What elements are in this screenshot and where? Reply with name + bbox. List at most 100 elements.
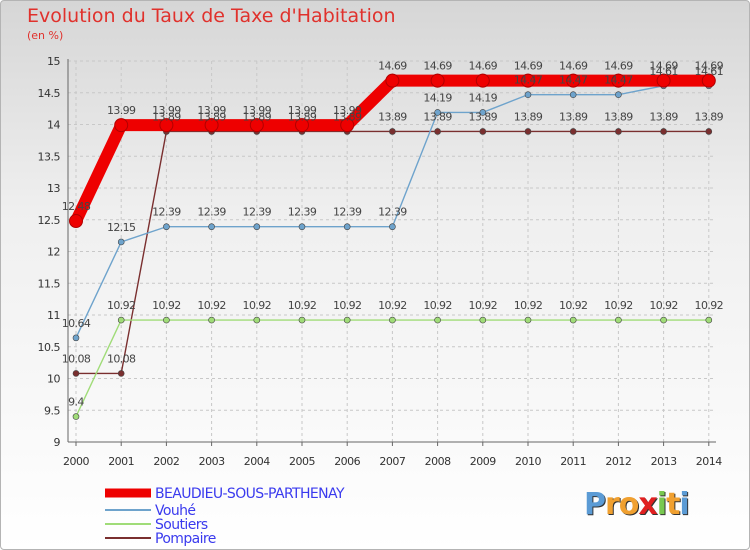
y-tick-label: 12 [47, 246, 60, 259]
data-label: 13.89 [423, 110, 452, 123]
data-label: 12.39 [333, 206, 362, 219]
y-tick-label: 14 [47, 119, 60, 132]
data-label: 13.89 [288, 110, 317, 123]
data-point [208, 223, 215, 231]
data-label: 14.69 [423, 60, 452, 73]
data-point [701, 73, 716, 88]
x-tick-label: 2014 [696, 455, 722, 468]
data-point [163, 223, 170, 231]
data-point [479, 128, 487, 135]
data-label: 13.99 [107, 104, 136, 117]
data-label: 14.61 [649, 65, 678, 78]
data-label: 12.48 [62, 200, 91, 213]
data-label: 14.69 [378, 60, 407, 73]
y-tick-label: 13 [47, 182, 60, 195]
data-label: 10.92 [333, 299, 362, 312]
data-label: 13.89 [333, 110, 362, 123]
y-tick-label: 15 [47, 55, 60, 68]
data-label: 14.69 [514, 60, 543, 73]
data-point [340, 118, 355, 133]
x-tick-label: 2013 [651, 455, 677, 468]
data-point [117, 370, 125, 377]
data-label: 14.61 [695, 65, 724, 78]
x-tick-label: 2001 [108, 455, 134, 468]
data-label: 12.39 [243, 206, 272, 219]
data-point [611, 73, 626, 88]
data-point [479, 316, 487, 324]
data-point [204, 118, 219, 133]
data-point [521, 73, 535, 88]
legend-label: Vouhé [155, 503, 195, 519]
data-label: 14.19 [423, 91, 452, 104]
data-label: 10.92 [649, 299, 678, 312]
data-label: 14.69 [649, 60, 678, 73]
data-point [208, 316, 215, 324]
chart-title: Evolution du Taux de Taxe d'Habitation [27, 5, 396, 27]
x-tick-label: 2011 [560, 455, 586, 468]
data-label: 10.92 [107, 299, 136, 312]
y-tick-label: 11 [47, 309, 60, 322]
data-point [475, 73, 490, 88]
data-point [569, 91, 577, 98]
data-point [343, 223, 351, 231]
y-tick-label: 9 [54, 436, 61, 449]
data-point [72, 413, 80, 420]
logo-letter: i [656, 487, 667, 522]
data-point [434, 109, 441, 116]
logo-letter: t [666, 487, 680, 522]
data-point [114, 118, 129, 133]
x-tick-label: 2012 [605, 455, 631, 468]
series-lines [69, 73, 716, 420]
x-tick-label: 2002 [153, 455, 179, 468]
data-label: 10.92 [559, 299, 588, 312]
x-tick-label: 2005 [289, 455, 315, 468]
x-tick-labels: 2000 2001 2002 2003 2004 2005 2006 2007 2008 2009… [63, 455, 723, 468]
data-point [569, 316, 577, 324]
proxiti-logo: Proxiti [584, 487, 690, 522]
x-tick-label: 2008 [425, 455, 451, 468]
data-point [69, 214, 83, 229]
data-label: 13.99 [243, 104, 272, 117]
y-tick-label: 10 [47, 373, 60, 386]
data-label: 12.39 [197, 206, 226, 219]
chart-unit-label: (en %) [27, 29, 64, 42]
data-point [479, 109, 487, 116]
logo-letter: o [618, 487, 640, 522]
legend: BEAUDIEU-SOUS-PARTHENAYVouhéSoutiersPomp… [105, 486, 346, 547]
x-tick-label: 2009 [470, 455, 496, 468]
data-label: 13.99 [333, 104, 362, 117]
data-label: 10.92 [695, 299, 724, 312]
x-tick-label: 2006 [334, 455, 360, 468]
data-point [253, 223, 261, 231]
data-point [524, 91, 532, 98]
y-tick-label: 13.5 [38, 150, 61, 163]
data-label: 12.39 [378, 206, 407, 219]
data-point [434, 128, 441, 135]
data-point [705, 316, 713, 324]
axes [67, 59, 716, 446]
data-label: 14.47 [604, 74, 633, 87]
data-point [298, 316, 306, 324]
data-label: 10.92 [604, 299, 633, 312]
y-tick-label: 12.5 [38, 214, 61, 227]
data-point [569, 128, 577, 135]
data-label: 13.89 [514, 110, 543, 123]
data-label: 14.47 [559, 74, 588, 87]
x-tick-label: 2010 [515, 455, 541, 468]
y-tick-label: 11.5 [38, 277, 61, 290]
data-label: 14.19 [469, 91, 498, 104]
legend-label: Pompaire [155, 531, 216, 547]
data-label: 13.89 [243, 110, 272, 123]
logo-letter: x [638, 487, 657, 522]
data-label: 13.89 [649, 110, 678, 123]
data-label: 10.92 [423, 299, 452, 312]
data-label: 10.92 [469, 299, 498, 312]
data-label: 12.39 [288, 206, 317, 219]
x-tick-label: 2000 [63, 455, 89, 468]
data-point [249, 118, 264, 133]
data-point [389, 128, 396, 135]
data-label: 10.92 [288, 299, 317, 312]
data-point [656, 73, 671, 88]
data-label: 9.4 [68, 396, 84, 409]
logo-letter: P [584, 487, 606, 522]
